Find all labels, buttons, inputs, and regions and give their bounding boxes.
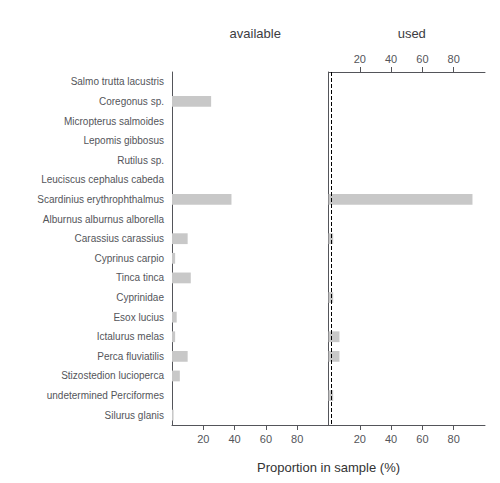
svg-text:Cyprinidae: Cyprinidae bbox=[116, 292, 164, 303]
svg-text:Esox lucius: Esox lucius bbox=[113, 312, 164, 323]
svg-text:60: 60 bbox=[416, 53, 428, 65]
svg-text:40: 40 bbox=[228, 433, 240, 445]
svg-text:80: 80 bbox=[448, 433, 460, 445]
svg-text:used: used bbox=[398, 26, 426, 41]
svg-text:Stizostedion lucioperca: Stizostedion lucioperca bbox=[61, 370, 164, 381]
svg-text:Proportion in sample (%): Proportion in sample (%) bbox=[257, 460, 400, 475]
svg-text:Coregonus sp.: Coregonus sp. bbox=[99, 96, 164, 107]
svg-text:60: 60 bbox=[416, 433, 428, 445]
svg-text:60: 60 bbox=[260, 433, 272, 445]
svg-text:40: 40 bbox=[385, 433, 397, 445]
svg-text:Alburnus alburnus alborella: Alburnus alburnus alborella bbox=[43, 214, 165, 225]
svg-text:40: 40 bbox=[385, 53, 397, 65]
svg-text:80: 80 bbox=[448, 53, 460, 65]
svg-text:Silurus glanis: Silurus glanis bbox=[105, 410, 164, 421]
svg-text:Salmo trutta lacustris: Salmo trutta lacustris bbox=[71, 76, 164, 87]
svg-text:20: 20 bbox=[354, 433, 366, 445]
svg-text:80: 80 bbox=[291, 433, 303, 445]
svg-text:Lepomis gibbosus: Lepomis gibbosus bbox=[83, 135, 164, 146]
svg-text:Rutilus sp.: Rutilus sp. bbox=[117, 155, 164, 166]
svg-text:available: available bbox=[230, 26, 281, 41]
svg-text:Ictalurus melas: Ictalurus melas bbox=[97, 331, 164, 342]
svg-text:Carassius carassius: Carassius carassius bbox=[75, 233, 164, 244]
svg-text:Cyprinus carpio: Cyprinus carpio bbox=[95, 253, 165, 264]
svg-text:Scardinius erythrophthalmus: Scardinius erythrophthalmus bbox=[37, 194, 164, 205]
svg-text:Micropterus salmoides: Micropterus salmoides bbox=[64, 116, 164, 127]
svg-text:Tinca tinca: Tinca tinca bbox=[116, 272, 164, 283]
svg-text:undetermined Perciformes: undetermined Perciformes bbox=[47, 390, 164, 401]
svg-text:Leuciscus cephalus cabeda: Leuciscus cephalus cabeda bbox=[41, 174, 164, 185]
svg-text:20: 20 bbox=[197, 433, 209, 445]
svg-text:Perca fluviatilis: Perca fluviatilis bbox=[97, 351, 164, 362]
svg-text:20: 20 bbox=[354, 53, 366, 65]
